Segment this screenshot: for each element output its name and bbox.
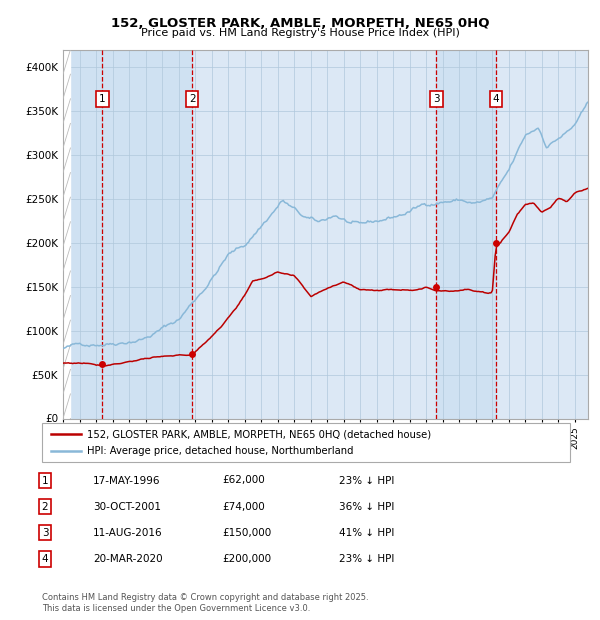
- Text: 36% ↓ HPI: 36% ↓ HPI: [339, 502, 394, 512]
- Text: £62,000: £62,000: [222, 476, 265, 485]
- Text: 20-MAR-2020: 20-MAR-2020: [93, 554, 163, 564]
- Text: 1: 1: [99, 94, 106, 104]
- Text: 41% ↓ HPI: 41% ↓ HPI: [339, 528, 394, 538]
- Text: Contains HM Land Registry data © Crown copyright and database right 2025.
This d: Contains HM Land Registry data © Crown c…: [42, 593, 368, 613]
- Bar: [102, 50, 192, 419]
- Text: 30-OCT-2001: 30-OCT-2001: [93, 502, 161, 512]
- Text: £74,000: £74,000: [222, 502, 265, 512]
- Text: £150,000: £150,000: [222, 528, 271, 538]
- Text: 152, GLOSTER PARK, AMBLE, MORPETH, NE65 0HQ (detached house): 152, GLOSTER PARK, AMBLE, MORPETH, NE65 …: [87, 429, 431, 439]
- Text: Price paid vs. HM Land Registry's House Price Index (HPI): Price paid vs. HM Land Registry's House …: [140, 28, 460, 38]
- Text: 23% ↓ HPI: 23% ↓ HPI: [339, 554, 394, 564]
- Text: £200,000: £200,000: [222, 554, 271, 564]
- Text: 1: 1: [41, 476, 49, 485]
- Text: 2: 2: [189, 94, 196, 104]
- Text: 4: 4: [41, 554, 49, 564]
- Text: 3: 3: [433, 94, 440, 104]
- Text: 11-AUG-2016: 11-AUG-2016: [93, 528, 163, 538]
- Text: 23% ↓ HPI: 23% ↓ HPI: [339, 476, 394, 485]
- Bar: [436, 50, 496, 419]
- Text: 4: 4: [493, 94, 499, 104]
- Text: 2: 2: [41, 502, 49, 512]
- Text: 17-MAY-1996: 17-MAY-1996: [93, 476, 161, 485]
- Text: 3: 3: [41, 528, 49, 538]
- Text: HPI: Average price, detached house, Northumberland: HPI: Average price, detached house, Nort…: [87, 446, 353, 456]
- Bar: [63, 50, 102, 419]
- Text: 152, GLOSTER PARK, AMBLE, MORPETH, NE65 0HQ: 152, GLOSTER PARK, AMBLE, MORPETH, NE65 …: [111, 17, 489, 30]
